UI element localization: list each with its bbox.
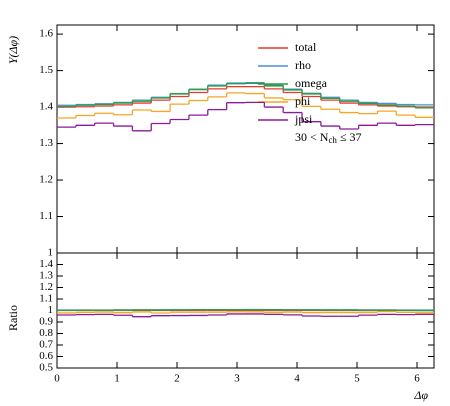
x-axis-label: Δφ	[413, 388, 428, 402]
ratio-y-tick-label: 0.5	[39, 362, 53, 374]
y-tick-label: 1.4	[39, 101, 53, 113]
legend-label: phi	[295, 94, 311, 108]
y-tick-label: 1.6	[39, 28, 53, 40]
x-tick-label: 4	[294, 373, 300, 385]
legend-label: omega	[295, 76, 328, 90]
ratio-y-tick-label: 1.1	[39, 293, 53, 305]
ratio-y-tick-label: 1	[48, 304, 54, 316]
main-frame	[56, 24, 435, 254]
ratio-y-tick-label: 1.2	[39, 281, 53, 293]
y-tick-label: 1	[48, 247, 54, 259]
y-tick-label: 1.3	[39, 137, 53, 149]
x-tick-label: 5	[354, 373, 360, 385]
annotation-sub: ch	[328, 135, 337, 145]
y-tick-label: 1.2	[39, 174, 53, 186]
x-tick-label: 0	[54, 373, 60, 385]
ratio-y-tick-label: 0.6	[39, 350, 53, 362]
x-tick-label: 1	[114, 373, 120, 385]
ratio-y-tick-label: 0.8	[39, 327, 53, 339]
x-tick-label: 2	[174, 373, 180, 385]
ratio-y-tick-label: 1.4	[39, 258, 53, 270]
ratio-axis-label: Ratio	[6, 305, 20, 331]
legend-label: total	[295, 40, 317, 54]
x-tick-label: 3	[234, 373, 240, 385]
y-tick-label: 1.1	[39, 210, 53, 222]
ratio-y-tick-label: 0.7	[39, 339, 53, 351]
ratio-y-tick-label: 1.3	[39, 270, 53, 282]
annotation-tail: ≤ 37	[337, 130, 362, 144]
x-tick-label: 6	[414, 373, 420, 385]
ratio-y-tick-label: 0.9	[39, 316, 53, 328]
annotation: 30 < Nch ≤ 37	[295, 130, 362, 145]
y-axis-label: Y(Δφ)	[6, 36, 20, 64]
y-tick-label: 1.5	[39, 64, 53, 76]
legend-label: rho	[295, 58, 311, 72]
legend-label: jpsi	[294, 112, 313, 126]
annotation-text: 30 < N	[295, 130, 329, 144]
